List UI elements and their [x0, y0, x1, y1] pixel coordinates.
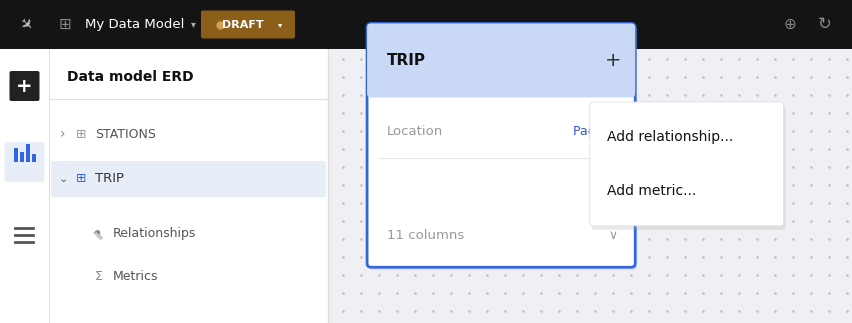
FancyBboxPatch shape [51, 161, 325, 197]
Text: Metrics: Metrics [112, 270, 158, 284]
Text: Add relationship...: Add relationship... [606, 130, 732, 144]
Text: Page 1: Page 1 [573, 125, 614, 138]
Text: +: + [604, 51, 621, 70]
FancyBboxPatch shape [366, 24, 635, 267]
FancyBboxPatch shape [9, 71, 39, 101]
FancyBboxPatch shape [369, 26, 636, 270]
Text: ⌄: ⌄ [58, 174, 67, 184]
FancyBboxPatch shape [366, 24, 635, 98]
Text: Σ: Σ [95, 270, 103, 284]
Bar [14, 148, 19, 162]
Text: ⊞: ⊞ [59, 17, 72, 32]
Text: ✈: ✈ [15, 15, 35, 34]
Text: ⁋: ⁋ [91, 226, 106, 241]
Bar [49, 49, 328, 323]
Text: ▾: ▾ [190, 19, 195, 29]
FancyBboxPatch shape [591, 106, 785, 230]
Text: DRAFT: DRAFT [222, 19, 263, 29]
Text: TRIP: TRIP [95, 172, 124, 185]
Text: ∨: ∨ [608, 229, 617, 242]
Text: My Data Model: My Data Model [85, 18, 184, 31]
Text: ⊞: ⊞ [76, 172, 86, 185]
Bar [0, 0, 852, 49]
Text: STATIONS: STATIONS [95, 128, 156, 141]
FancyBboxPatch shape [4, 142, 44, 182]
Bar [26, 144, 31, 162]
Bar [0, 49, 49, 323]
FancyBboxPatch shape [201, 11, 295, 38]
Text: ▾: ▾ [278, 20, 282, 29]
FancyBboxPatch shape [589, 102, 783, 226]
Text: 11 columns: 11 columns [387, 229, 463, 242]
Text: Add metric...: Add metric... [606, 184, 695, 198]
Text: ⊞: ⊞ [76, 128, 86, 141]
Bar [328, 49, 852, 323]
Text: Location: Location [387, 125, 443, 138]
Bar [32, 154, 37, 162]
Text: Data model ERD: Data model ERD [67, 70, 193, 84]
Bar [371, 57, 630, 93]
Text: TRIP: TRIP [387, 53, 425, 68]
Text: ↻: ↻ [817, 16, 831, 34]
Text: ⊕: ⊕ [783, 17, 796, 32]
Bar [20, 152, 25, 162]
Text: Relationships: Relationships [112, 227, 196, 241]
Text: ›: › [60, 127, 66, 141]
Text: +: + [16, 77, 32, 96]
